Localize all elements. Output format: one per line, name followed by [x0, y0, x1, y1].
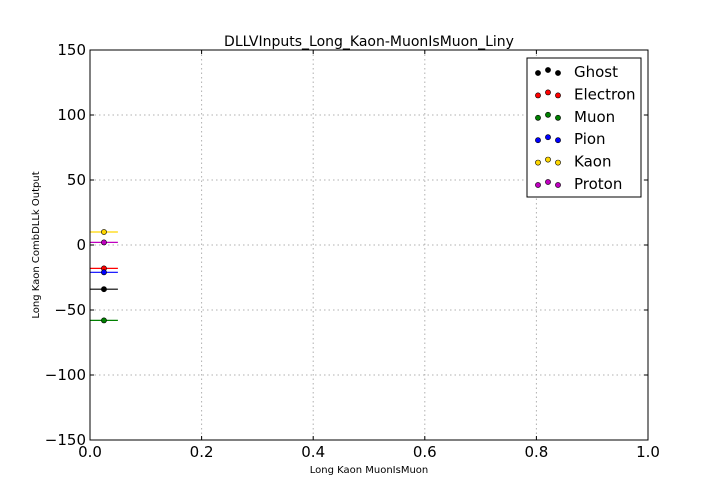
y-tick-label: 150: [57, 41, 86, 59]
legend-marker: [555, 70, 561, 76]
legend-label-proton: Proton: [574, 175, 622, 193]
legend-marker: [535, 159, 541, 166]
legend-label-kaon: Kaon: [574, 153, 611, 171]
y-axis-label: Long Kaon CombDLLk Output: [31, 171, 42, 318]
legend-marker: [545, 111, 551, 118]
data-point-pion: [101, 269, 107, 276]
legend-marker: [535, 70, 541, 76]
legend-marker: [555, 114, 561, 121]
data-point-proton: [101, 239, 107, 246]
ticks-layer: 0.0 0.2 0.4 0.6 0.8 1.0 150 100 50 0 −50 −100 −150: [45, 41, 660, 461]
y-tick-label: 50: [67, 171, 86, 189]
legend-marker: [545, 179, 551, 185]
legend-box: [526, 57, 642, 198]
legend-marker: [545, 67, 551, 73]
marks-layer: [90, 229, 118, 324]
legend-marker: [535, 92, 541, 99]
legend: Ghost Electron Muon Pion Kaon Proton: [526, 57, 642, 198]
x-tick-label: 0.6: [413, 443, 437, 461]
data-point-ghost: [101, 286, 107, 293]
x-tick-label: 0.4: [301, 443, 325, 461]
legend-label-electron: Electron: [574, 85, 636, 103]
legend-marker: [555, 137, 561, 144]
legend-marker: [545, 89, 551, 96]
data-point-kaon: [101, 229, 107, 235]
legend-marker: [545, 134, 551, 141]
y-tick-label: 0: [76, 236, 86, 254]
x-tick-label: 0.8: [524, 443, 548, 461]
legend-label-ghost: Ghost: [574, 63, 618, 81]
y-tick-label: 100: [57, 106, 86, 124]
legend-marker: [535, 114, 541, 121]
legend-marker: [555, 182, 561, 188]
x-tick-label: 0.0: [78, 443, 102, 461]
x-axis-label: Long Kaon MuonIsMuon: [310, 465, 429, 476]
x-tick-label: 1.0: [636, 443, 660, 461]
x-tick-label: 0.2: [190, 443, 214, 461]
y-tick-label: −50: [54, 301, 86, 319]
legend-label-muon: Muon: [574, 108, 615, 126]
y-tick-label: −150: [45, 431, 86, 449]
legend-marker: [535, 137, 541, 144]
legend-marker: [555, 92, 561, 99]
legend-label-pion: Pion: [574, 130, 606, 148]
y-tick-label: −100: [45, 366, 86, 384]
legend-marker: [545, 156, 551, 163]
chart-title: DLLVInputs_Long_Kaon-MuonIsMuon_Liny: [224, 34, 514, 50]
legend-marker: [555, 159, 561, 166]
legend-marker: [535, 182, 541, 188]
data-point-muon: [101, 317, 107, 324]
